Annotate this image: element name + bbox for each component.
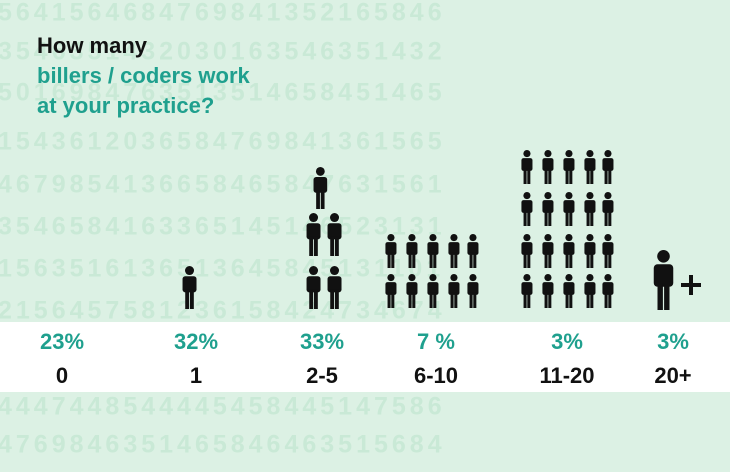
- subtitle: at your practice?: [37, 93, 214, 118]
- digit-row: 5016984763513514658451465: [0, 79, 446, 107]
- percent-label: 33%: [300, 329, 344, 354]
- digit-row: 2156457581236158424734674: [0, 297, 446, 325]
- digit-row: 1543612036584769841361565: [0, 128, 446, 156]
- digit-row: 5641564684769841352165846: [0, 0, 446, 27]
- percent-label: 3%: [657, 329, 689, 354]
- digit-row: 4679854136658465847631561: [0, 171, 446, 199]
- label-band: [0, 322, 730, 392]
- category-label: 11-20: [539, 363, 594, 388]
- digit-row: 3546351432030163546351432: [0, 38, 446, 66]
- bottom-band: [0, 392, 730, 472]
- category-label: 6-10: [414, 363, 458, 388]
- category-label: 1: [190, 363, 202, 388]
- percent-label: 23%: [40, 329, 84, 354]
- subtitle: billers / coders work: [37, 63, 251, 88]
- percent-label: 7 %: [417, 329, 455, 354]
- category-label: 0: [56, 363, 68, 388]
- digit-row: 3546584163365145146523131: [0, 213, 446, 241]
- digit-pattern: 5641564684769841352165846 354635143203016…: [0, 0, 446, 459]
- percent-label: 32%: [174, 329, 218, 354]
- digit-row: 4447448544445458445147586: [0, 393, 446, 421]
- digit-row: 1563516136513645845131101: [0, 255, 444, 283]
- chart-title: How many: [37, 33, 148, 58]
- percent-label: 3%: [551, 329, 583, 354]
- digit-row: 4769846351465846463515684: [0, 431, 446, 459]
- plus-sign: [681, 275, 701, 295]
- category-label: 20+: [654, 363, 691, 388]
- category-label: 2-5: [306, 363, 338, 388]
